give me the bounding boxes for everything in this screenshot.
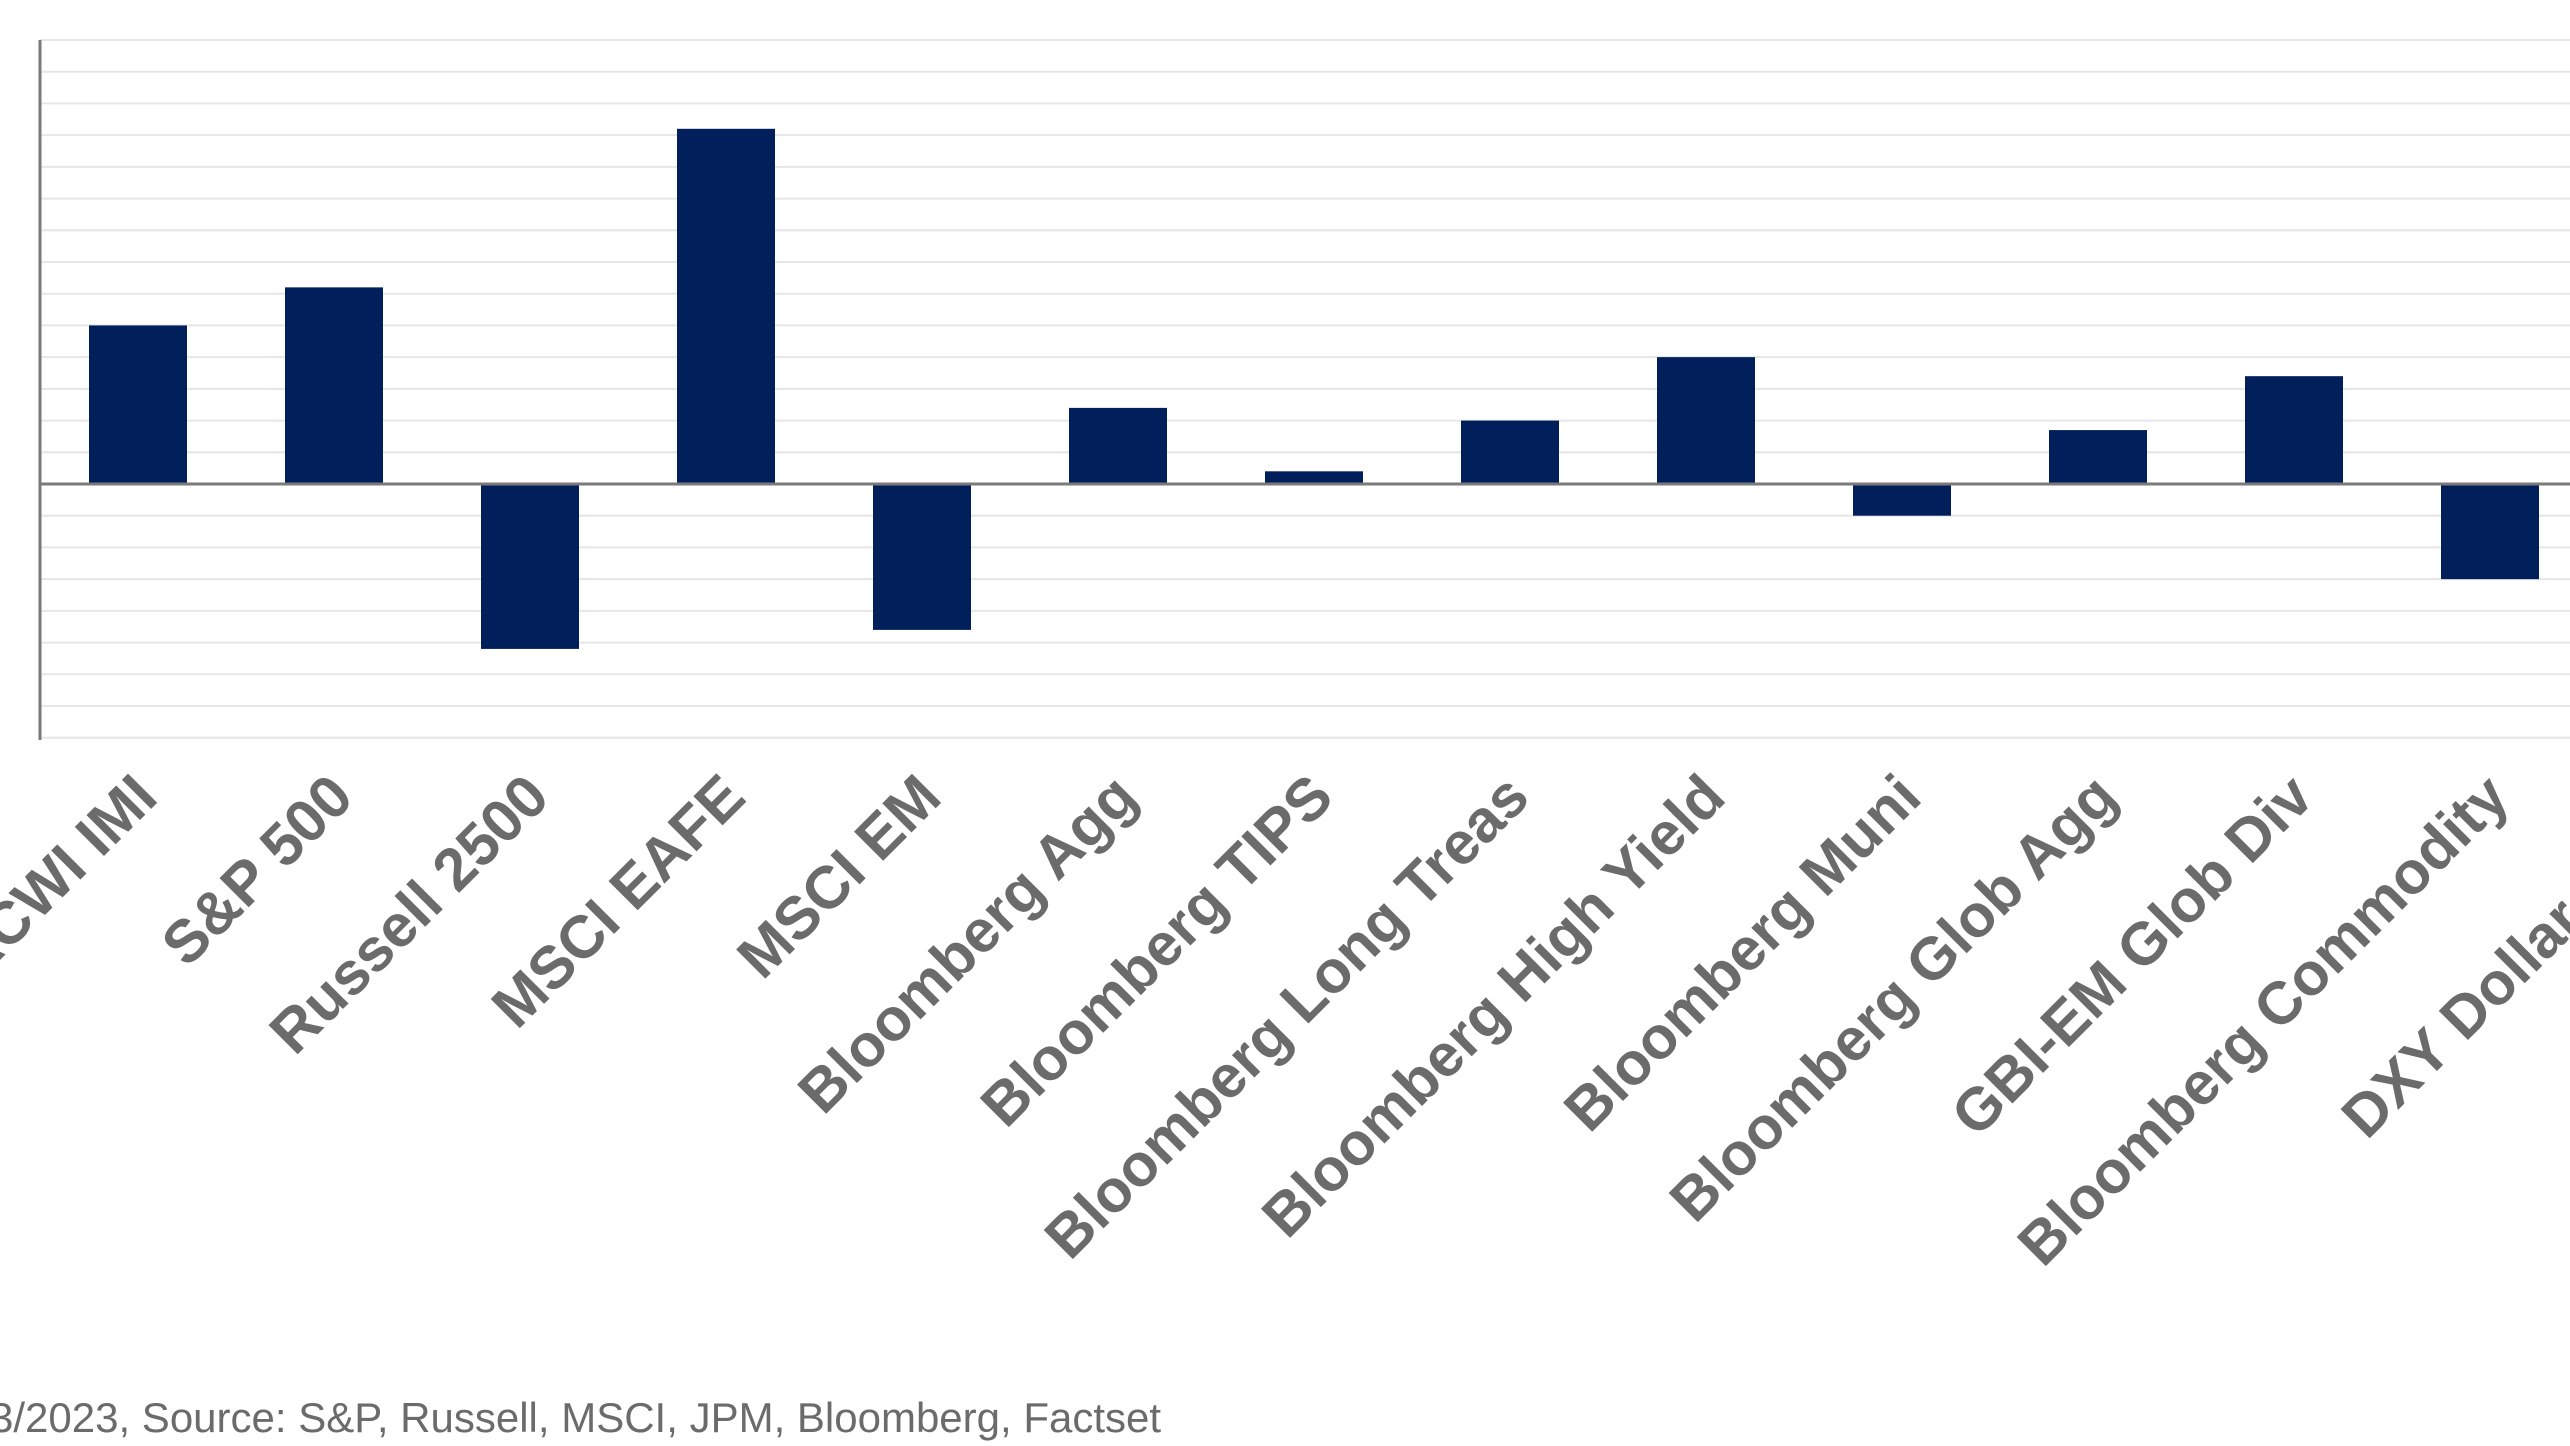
bar (1461, 420, 1559, 484)
bar (89, 325, 187, 484)
bar (2049, 430, 2147, 484)
bar (1657, 357, 1755, 484)
x-tick-label: Bloomberg TIPS (968, 762, 1345, 1139)
gridlines (40, 39, 2570, 739)
bar (1853, 484, 1951, 516)
bar (1265, 471, 1363, 484)
bar (481, 484, 579, 649)
bar (1069, 407, 1167, 484)
bar (873, 484, 971, 630)
source-footnote: 3/2023, Source: S&P, Russell, MSCI, JPM,… (0, 1394, 1161, 1441)
x-tick-label: ACWI IMI (0, 762, 169, 993)
bar (285, 287, 383, 484)
bars (89, 128, 2539, 649)
x-tick-label: GBI-EM Glob Div (1938, 761, 2325, 1148)
bar (677, 128, 775, 485)
x-tick-label: Bloomberg Muni (1551, 762, 1933, 1144)
x-tick-label: Bloomberg Agg (785, 762, 1149, 1126)
bar (2441, 484, 2539, 580)
bar (2245, 376, 2343, 484)
